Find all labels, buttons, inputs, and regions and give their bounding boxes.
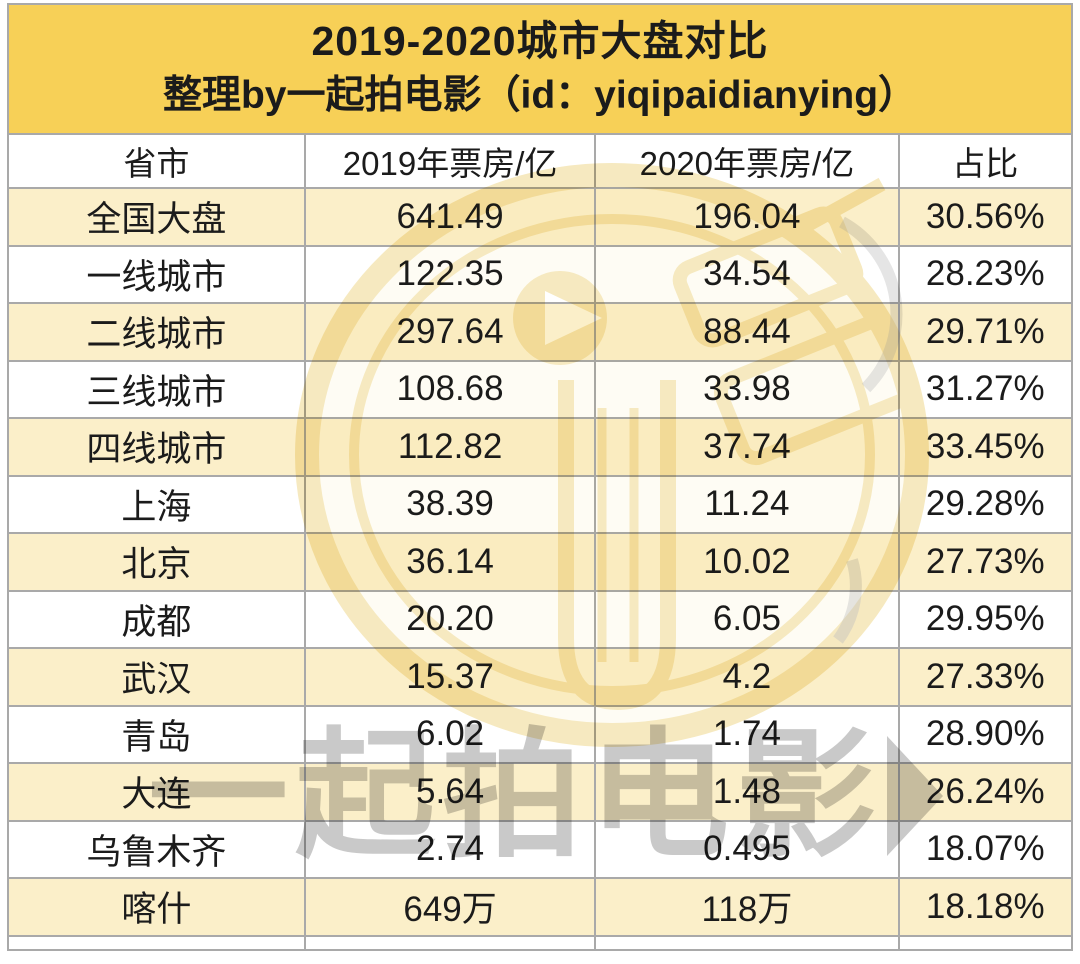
cell-2020: 6.05 <box>594 589 900 649</box>
header-2019: 2019年票房/亿 <box>303 133 597 189</box>
cell-city: 乌鲁木齐 <box>7 819 306 879</box>
cell-share: 18.18% <box>897 877 1074 937</box>
cell-2019: 108.68 <box>303 359 597 419</box>
cell-2019: 36.14 <box>303 532 597 592</box>
cell-2019: 122.35 <box>303 244 597 304</box>
table-row-partial <box>7 934 1074 951</box>
cell-city: 大连 <box>7 762 306 822</box>
box-office-table: 省市 2019年票房/亿 2020年票房/亿 占比 全国大盘 641.49 19… <box>7 133 1074 951</box>
comparison-table-sheet: 2019-2020城市大盘对比 整理by一起拍电影（id：yiqipaidian… <box>7 3 1074 951</box>
cell-2019: 649万 <box>303 877 597 937</box>
cell-city: 二线城市 <box>7 302 306 362</box>
header-share: 占比 <box>897 133 1074 189</box>
table-title-block: 2019-2020城市大盘对比 整理by一起拍电影（id：yiqipaidian… <box>7 3 1073 133</box>
cell-share: 27.73% <box>897 532 1074 592</box>
cell-2020: 1.74 <box>594 704 900 764</box>
table-row: 乌鲁木齐 2.74 0.495 18.07% <box>7 819 1074 879</box>
cell-2019: 5.64 <box>303 762 597 822</box>
cell-2019: 297.64 <box>303 302 597 362</box>
cell-2019: 6.02 <box>303 704 597 764</box>
cell-2019: 641.49 <box>303 187 597 247</box>
cell-city: 喀什 <box>7 877 306 937</box>
table-row: 武汉 15.37 4.2 27.33% <box>7 647 1074 707</box>
table-row: 一线城市 122.35 34.54 28.23% <box>7 244 1074 304</box>
cell-share: 29.28% <box>897 474 1074 534</box>
cell-share: 29.71% <box>897 302 1074 362</box>
cell-share: 29.95% <box>897 589 1074 649</box>
cell-2020: 4.2 <box>594 647 900 707</box>
cell-city: 上海 <box>7 474 306 534</box>
cell-city: 三线城市 <box>7 359 306 419</box>
table-row: 大连 5.64 1.48 26.24% <box>7 762 1074 822</box>
cell-2020: 34.54 <box>594 244 900 304</box>
cell-2020: 196.04 <box>594 187 900 247</box>
cell-share: 33.45% <box>897 417 1074 477</box>
table-body: 全国大盘 641.49 196.04 30.56% 一线城市 122.35 34… <box>7 187 1074 951</box>
cell-share: 28.90% <box>897 704 1074 764</box>
table-row: 成都 20.20 6.05 29.95% <box>7 589 1074 649</box>
cell-2020: 37.74 <box>594 417 900 477</box>
cell-share: 27.33% <box>897 647 1074 707</box>
cell-share: 26.24% <box>897 762 1074 822</box>
table-header: 省市 2019年票房/亿 2020年票房/亿 占比 <box>7 133 1074 189</box>
cell-city: 青岛 <box>7 704 306 764</box>
cell-2019: 112.82 <box>303 417 597 477</box>
cell-share: 30.56% <box>897 187 1074 247</box>
cell-city: 四线城市 <box>7 417 306 477</box>
cell-share: 31.27% <box>897 359 1074 419</box>
cell-2020: 11.24 <box>594 474 900 534</box>
cell-city: 一线城市 <box>7 244 306 304</box>
table-row: 喀什 649万 118万 18.18% <box>7 877 1074 937</box>
page-title: 2019-2020城市大盘对比 <box>311 18 769 64</box>
cell-city: 北京 <box>7 532 306 592</box>
cell-2019: 20.20 <box>303 589 597 649</box>
table-row: 上海 38.39 11.24 29.28% <box>7 474 1074 534</box>
cell-2019: 38.39 <box>303 474 597 534</box>
cell-2019: 15.37 <box>303 647 597 707</box>
cell-city: 全国大盘 <box>7 187 306 247</box>
cell-2020: 33.98 <box>594 359 900 419</box>
table-row: 北京 36.14 10.02 27.73% <box>7 532 1074 592</box>
cell-share: 28.23% <box>897 244 1074 304</box>
cell-2019: 2.74 <box>303 819 597 879</box>
table-row: 二线城市 297.64 88.44 29.71% <box>7 302 1074 362</box>
table-row: 青岛 6.02 1.74 28.90% <box>7 704 1074 764</box>
cell-2020: 1.48 <box>594 762 900 822</box>
cell-2020: 0.495 <box>594 819 900 879</box>
cell-2020: 88.44 <box>594 302 900 362</box>
cell-city: 成都 <box>7 589 306 649</box>
header-row: 省市 2019年票房/亿 2020年票房/亿 占比 <box>7 133 1074 189</box>
header-2020: 2020年票房/亿 <box>594 133 900 189</box>
header-city: 省市 <box>7 133 306 189</box>
cell-2020: 10.02 <box>594 532 900 592</box>
cell-share: 18.07% <box>897 819 1074 879</box>
cell-2020: 118万 <box>594 877 900 937</box>
table-row: 三线城市 108.68 33.98 31.27% <box>7 359 1074 419</box>
table-row: 四线城市 112.82 37.74 33.45% <box>7 417 1074 477</box>
cell-city: 武汉 <box>7 647 306 707</box>
table-row: 全国大盘 641.49 196.04 30.56% <box>7 187 1074 247</box>
page-subtitle: 整理by一起拍电影（id：yiqipaidianying） <box>162 74 918 117</box>
